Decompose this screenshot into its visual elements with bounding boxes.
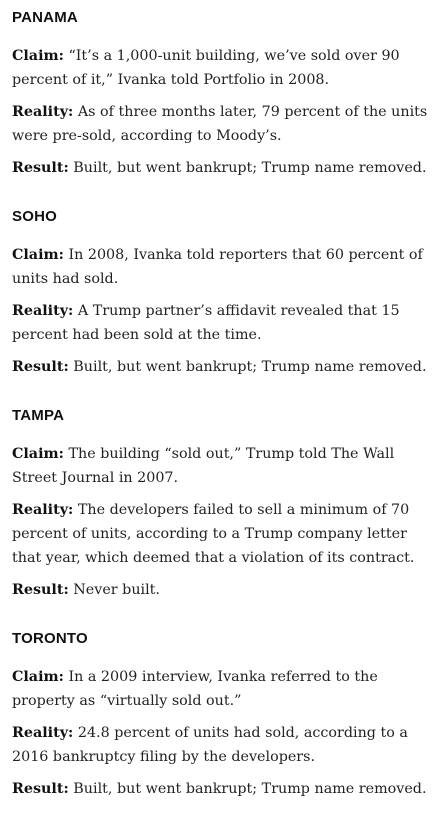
claim-text: percent of it,” Ivanka told Portfolio in… — [12, 72, 330, 88]
section-title: PANAMA — [12, 9, 78, 26]
claim-paragraph: Claim: “It’s a 1,000-unit building, we’v… — [12, 44, 442, 92]
reality-label: Reality: — [12, 303, 74, 319]
result-text: Built, but went bankrupt; Trump name rem… — [73, 359, 427, 375]
reality-paragraph: Reality: 24.8 percent of units had sold,… — [12, 721, 442, 769]
claim-paragraph: Claim: In a 2009 interview, Ivanka refer… — [12, 665, 442, 713]
result-text: Built, but went bankrupt; Trump name rem… — [73, 781, 427, 797]
reality-line: 2016 bankruptcy filing by the developers… — [12, 745, 442, 769]
article-body: PANAMA Claim: “It’s a 1,000-unit building… — [12, 8, 442, 828]
result-label: Result: — [12, 781, 69, 797]
claim-text: The building “sold out,” Trump told The … — [68, 446, 395, 462]
claim-text: In a 2009 interview, Ivanka referred to … — [68, 669, 378, 685]
section-title: SOHO — [12, 208, 57, 225]
claim-text: In 2008, Ivanka told reporters that 60 p… — [68, 247, 423, 263]
claim-line: Street Journal in 2007. — [12, 466, 442, 490]
reality-label: Reality: — [12, 104, 74, 120]
property-section: TAMPA Claim: The building “sold out,” Tru… — [12, 406, 442, 602]
reality-line: percent of units, according to a Trump c… — [12, 522, 442, 546]
property-section: TORONTO Claim: In a 2009 interview, Ivank… — [12, 629, 442, 801]
result-text: Built, but went bankrupt; Trump name rem… — [73, 160, 427, 176]
claim-text: units had sold. — [12, 271, 119, 287]
result-line: Result: Never built. — [12, 578, 442, 602]
result-paragraph: Result: Built, but went bankrupt; Trump … — [12, 156, 442, 180]
claim-label: Claim: — [12, 669, 64, 685]
claim-text: Street Journal in 2007. — [12, 470, 179, 486]
claim-line: Claim: In 2008, Ivanka told reporters th… — [12, 243, 442, 267]
reality-line: Reality: A Trump partner’s affidavit rev… — [12, 299, 442, 323]
result-label: Result: — [12, 359, 69, 375]
result-text: Never built. — [73, 582, 160, 598]
reality-line: Reality: 24.8 percent of units had sold,… — [12, 721, 442, 745]
reality-paragraph: Reality: A Trump partner’s affidavit rev… — [12, 299, 442, 347]
reality-line: were pre-sold, according to Moody’s. — [12, 124, 442, 148]
property-section: PANAMA Claim: “It’s a 1,000-unit building… — [12, 8, 442, 180]
result-line: Result: Built, but went bankrupt; Trump … — [12, 355, 442, 379]
claim-label: Claim: — [12, 247, 64, 263]
result-paragraph: Result: Built, but went bankrupt; Trump … — [12, 355, 442, 379]
reality-text: that year, which deemed that a violation… — [12, 550, 415, 566]
claim-line: Claim: “It’s a 1,000-unit building, we’v… — [12, 44, 442, 68]
reality-label: Reality: — [12, 502, 74, 518]
reality-label: Reality: — [12, 725, 74, 741]
reality-line: percent had been sold at the time. — [12, 323, 442, 347]
result-paragraph: Result: Never built. — [12, 578, 442, 602]
reality-text: 24.8 percent of units had sold, accordin… — [77, 725, 408, 741]
result-label: Result: — [12, 160, 69, 176]
result-label: Result: — [12, 582, 69, 598]
claim-text: “It’s a 1,000-unit building, we’ve sold … — [68, 48, 400, 64]
claim-text: property as “virtually sold out.” — [12, 693, 242, 709]
reality-paragraph: Reality: The developers failed to sell a… — [12, 498, 442, 570]
claim-label: Claim: — [12, 446, 64, 462]
reality-text: As of three months later, 79 percent of … — [77, 104, 428, 120]
claim-line: property as “virtually sold out.” — [12, 689, 442, 713]
reality-line: Reality: The developers failed to sell a… — [12, 498, 442, 522]
claim-line: units had sold. — [12, 267, 442, 291]
section-title: TAMPA — [12, 407, 65, 424]
reality-text: 2016 bankruptcy filing by the developers… — [12, 749, 316, 765]
reality-text: A Trump partner’s affidavit revealed tha… — [77, 303, 400, 319]
claim-line: percent of it,” Ivanka told Portfolio in… — [12, 68, 442, 92]
reality-text: were pre-sold, according to Moody’s. — [12, 128, 282, 144]
result-line: Result: Built, but went bankrupt; Trump … — [12, 777, 442, 801]
reality-text: The developers failed to sell a minimum … — [77, 502, 410, 518]
property-section: SOHO Claim: In 2008, Ivanka told reporter… — [12, 207, 442, 379]
reality-line: that year, which deemed that a violation… — [12, 546, 442, 570]
reality-paragraph: Reality: As of three months later, 79 pe… — [12, 100, 442, 148]
claim-paragraph: Claim: The building “sold out,” Trump to… — [12, 442, 442, 490]
result-line: Result: Built, but went bankrupt; Trump … — [12, 156, 442, 180]
reality-text: percent of units, according to a Trump c… — [12, 526, 407, 542]
claim-line: Claim: In a 2009 interview, Ivanka refer… — [12, 665, 442, 689]
claim-label: Claim: — [12, 48, 64, 64]
reality-text: percent had been sold at the time. — [12, 327, 262, 343]
claim-paragraph: Claim: In 2008, Ivanka told reporters th… — [12, 243, 442, 291]
section-title: TORONTO — [12, 630, 88, 647]
reality-line: Reality: As of three months later, 79 pe… — [12, 100, 442, 124]
claim-line: Claim: The building “sold out,” Trump to… — [12, 442, 442, 466]
result-paragraph: Result: Built, but went bankrupt; Trump … — [12, 777, 442, 801]
